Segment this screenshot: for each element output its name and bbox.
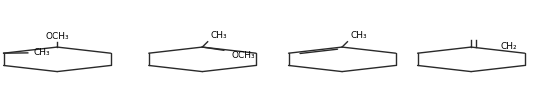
Text: CH₃: CH₃ [350, 31, 367, 40]
Text: CH₃: CH₃ [210, 31, 227, 40]
Text: CH₃: CH₃ [33, 48, 50, 57]
Text: CH₂: CH₂ [501, 42, 517, 51]
Text: OCH₃: OCH₃ [232, 51, 255, 60]
Text: OCH₃: OCH₃ [45, 32, 69, 41]
